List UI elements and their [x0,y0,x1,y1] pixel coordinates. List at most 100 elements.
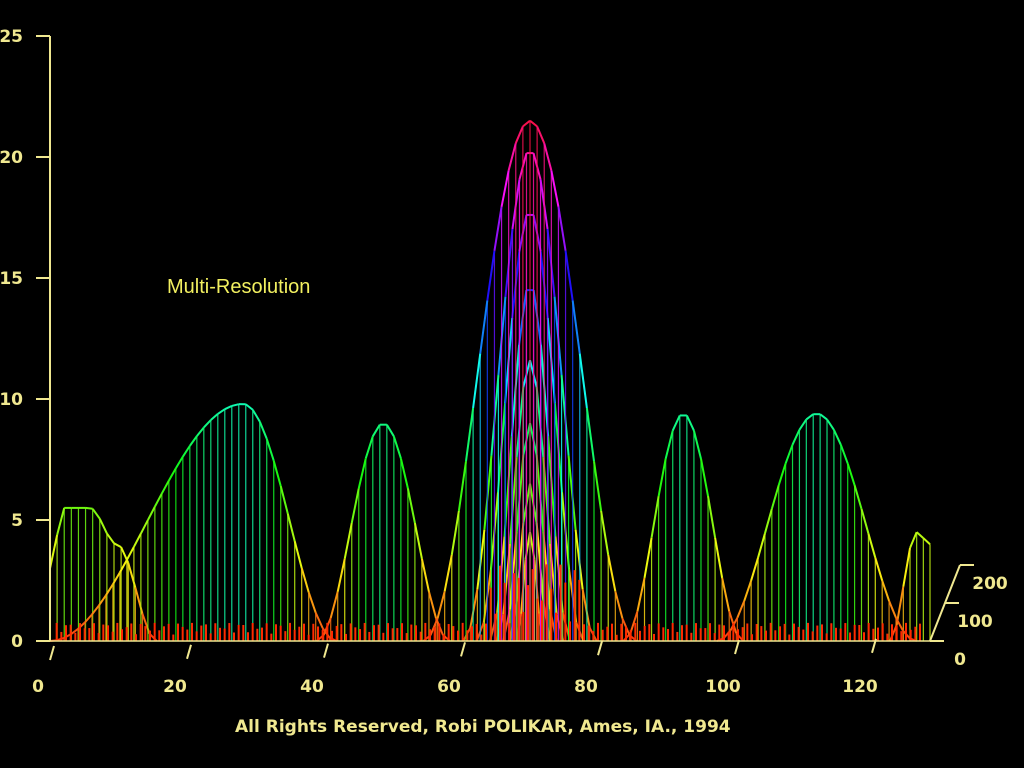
series-1-outline-22 [203,419,212,429]
series-1-outline-36 [300,567,310,593]
series-0-outline-7 [98,518,108,534]
series-3-outline-13 [514,125,524,144]
y-tick-label: 15 [0,269,23,289]
series-0-outline-8 [106,532,115,544]
series-0-outline-9 [113,542,122,549]
series-1-outline-16 [160,480,170,494]
series-1-outline-31 [265,438,275,462]
z-ticks: 0 100 200 [930,564,1008,670]
series-2 [316,423,451,642]
series-4-outline-16 [574,529,584,590]
series-2-outline-7 [364,436,374,459]
series-3-outline-18 [550,170,560,207]
series-11 [622,414,745,642]
series-1-outline-13 [140,519,149,534]
series-13-outline-4 [915,531,925,539]
series-12-outline-20 [853,484,863,510]
x-tick-label: 100 [705,677,741,697]
series-1-outline-19 [182,445,191,458]
series-12-outline-17 [833,429,842,446]
series-1-outline-30 [258,421,268,440]
series-11-outline-7 [671,415,681,431]
series-3-outline-22 [578,353,588,409]
series-12-outline-26 [895,617,904,631]
series-2-outline-6 [357,458,367,489]
series-3-outline-12 [507,142,517,171]
series-1-outline-18 [174,456,184,469]
series-3-outline-9 [486,250,496,301]
series-12-outline-19 [846,463,856,486]
series-12-outline-6 [757,533,766,558]
x-tick-label: 120 [842,677,878,697]
series-3-outline-21 [571,300,581,354]
x-tick-mark [49,645,55,661]
series-1-outline-32 [272,460,282,487]
series-12-outline-8 [770,484,780,510]
series-3-outline-7 [472,353,482,409]
series-1-outline-15 [153,492,163,508]
series-2-outline-16 [427,591,437,619]
series-0-outline-5 [85,506,93,510]
series-0-outline-0 [49,534,59,569]
series-11-outline-1 [629,611,639,634]
series-1-outline-37 [307,591,317,613]
series-3-outline-15 [529,119,538,128]
series-1-outline-20 [189,435,198,447]
series-3-outline-11 [500,170,510,207]
series-3-outline-26 [607,554,617,592]
series-12-outline-13 [805,413,814,421]
series-3-outline-3 [443,554,453,592]
series-1-outline-29 [251,409,261,423]
series-1-outline-5 [84,613,93,624]
series-1-outline-33 [279,485,289,514]
series-4-outline-17 [581,589,591,628]
x-tick-mark [323,643,329,658]
series-12-outline-24 [881,580,891,602]
series-3-outline-17 [543,142,553,171]
series-1-outline-28 [245,403,254,411]
series-12-outline-15 [819,413,828,421]
series-3-outline-1 [429,618,439,636]
series-12 [716,413,918,642]
series-0 [49,506,158,642]
series-11-outline-11 [699,458,710,497]
x-tick-mark [734,639,740,655]
series-1-outline-24 [217,408,226,415]
series-1-outline-9 [112,571,121,585]
series-3 [422,119,638,642]
series-1-outline-25 [224,405,233,411]
series-1-outline-6 [91,604,100,616]
x-tick-label: 60 [437,677,461,697]
series-3-outline-5 [457,461,467,512]
y-tick-label: 0 [11,632,23,652]
series-0-outline-1 [56,507,66,536]
x-tick-label: 0 [32,677,44,697]
series-3-outline-20 [564,250,574,301]
series-13-outline-2 [902,547,911,587]
y-tick-label: 25 [0,27,23,47]
series-3-outline-6 [465,407,475,462]
series-1-outline-34 [286,513,296,542]
series-3-outline-8 [479,300,489,354]
series-12-outline-3 [736,600,746,619]
x-tick-label: 20 [163,677,187,697]
series-1-outline-21 [196,426,205,437]
y-tick-label: 5 [11,511,23,531]
series-12-outline-5 [750,557,760,581]
series-12-outline-22 [867,533,877,558]
credit-text: All Rights Reserved, Robi POLIKAR, Ames,… [235,717,731,737]
series-3-outline-14 [522,119,531,128]
waterfall-curves [49,119,931,642]
series-13-outline-1 [895,586,905,626]
z-tick-label: 0 [954,650,966,670]
series-11-outline-4 [650,495,660,538]
series-1-outline-14 [146,506,156,521]
series-1-outline-35 [293,540,303,569]
series-12-outline-4 [743,580,753,602]
series-3-outline-19 [557,206,567,251]
x-tick-mark [871,638,877,654]
overlay-title: Multi-Resolution [167,276,311,298]
series-11-outline-14 [721,577,731,612]
series-2-outline-5 [350,488,360,524]
series-13-outline-3 [909,531,918,549]
